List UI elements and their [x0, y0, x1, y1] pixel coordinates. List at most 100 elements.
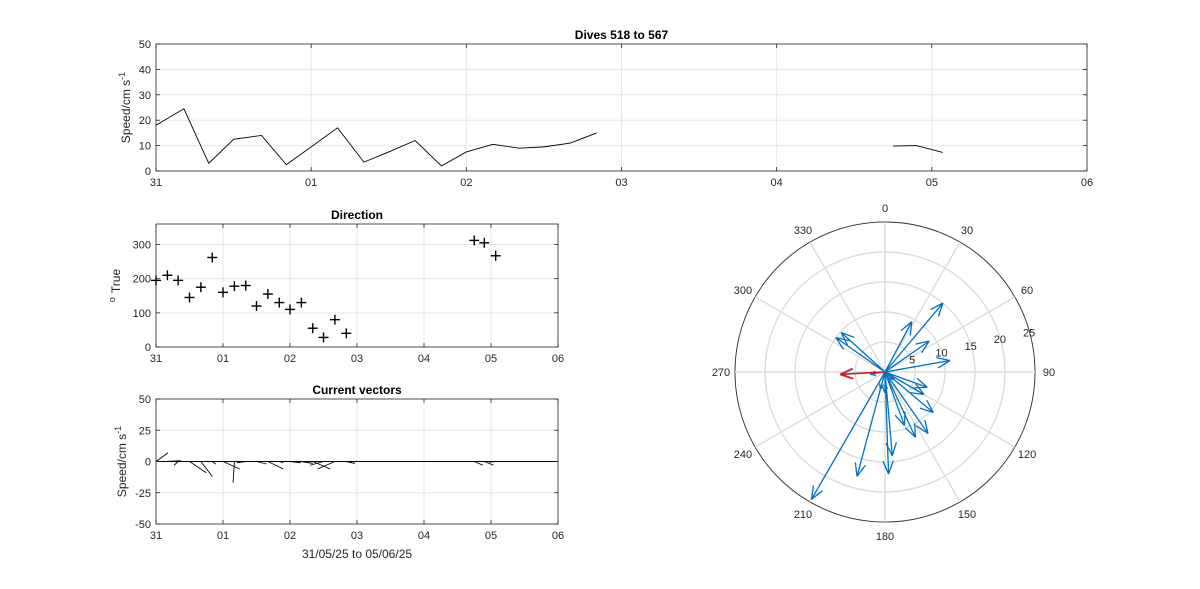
y-axis-label-sup: -1 — [117, 72, 127, 80]
compass-arrow-shaft — [884, 371, 934, 413]
compass-arrow-shaft — [840, 332, 886, 373]
compass-arrow-head — [869, 373, 877, 377]
x-tick-label: 05 — [926, 177, 938, 189]
x-tick-label: 31 — [150, 353, 162, 365]
x-tick-label: 02 — [284, 530, 296, 542]
compass-arrow-head — [915, 340, 930, 345]
compass-arrow — [884, 371, 934, 414]
chart-title: Current vectors — [312, 383, 402, 397]
compass-arrow-shaft — [884, 371, 928, 389]
x-tick-label: 06 — [552, 530, 564, 542]
compass-ring-label: 20 — [994, 334, 1006, 346]
compass-arrow-head — [919, 407, 934, 414]
current-vector — [279, 461, 284, 463]
y-tick-label: 0 — [145, 342, 151, 354]
compass-arrow-head — [914, 423, 917, 438]
current-vector — [289, 461, 301, 464]
y-tick-label: 300 — [133, 240, 151, 252]
y-tick-label: -50 — [135, 519, 151, 531]
mean-current-arrow-head — [839, 373, 854, 380]
y-tick-label: 0 — [145, 166, 151, 178]
y-axis-label-main: Speed/cm s — [119, 80, 133, 143]
compass-arrow-head — [909, 321, 913, 336]
compass-arrow-head — [810, 485, 815, 500]
current-vector — [232, 461, 235, 483]
compass-angle-label: 150 — [958, 509, 976, 521]
compass-arrow-head — [811, 490, 823, 500]
direction-point — [151, 275, 161, 286]
y-tick-label: 100 — [133, 308, 151, 320]
direction-point — [240, 280, 251, 291]
x-tick-label: 04 — [771, 177, 783, 189]
compass-arrow-head — [937, 302, 944, 317]
current-vector — [484, 461, 494, 466]
y-tick-label: 40 — [139, 64, 151, 76]
compass-arrow-head — [882, 386, 886, 394]
compass-spoke — [884, 371, 961, 503]
current-vector — [237, 461, 246, 464]
compass-angle-label: 210 — [794, 509, 812, 521]
compass-arrow-head — [916, 377, 928, 388]
compass-arrow-head — [878, 383, 881, 390]
x-tick-label: 06 — [1081, 177, 1093, 189]
direction-point — [184, 292, 195, 303]
compass-arrow-shaft — [884, 321, 913, 373]
direction-point — [490, 250, 501, 261]
x-tick-label: 31 — [150, 530, 162, 542]
mean-current-arrow — [839, 367, 886, 380]
compass-angle-label: 270 — [712, 367, 730, 379]
compass-arrow-head — [936, 356, 951, 362]
compass-arrow — [882, 372, 888, 394]
mean-current-arrow-shaft — [840, 371, 886, 376]
direction-point — [218, 287, 228, 298]
compass-arrow-head — [891, 442, 898, 456]
direction-axes: 31 01 02 03 04 05 06 0 100 200 300 Direction o True — [107, 208, 564, 365]
compass-arrow-head — [835, 337, 845, 350]
current-vector — [173, 461, 179, 466]
compass-arrow-shaft — [884, 371, 929, 434]
current-vector — [474, 461, 484, 466]
y-tick-label: 0 — [145, 457, 151, 469]
vectors-axes: 31 01 02 03 04 05 06 -50 -25 0 25 50 Current vectors… — [113, 383, 564, 561]
x-tick-label: 31 — [150, 177, 162, 189]
compass-arrow-shaft — [879, 371, 886, 390]
compass-arrow-head — [894, 414, 905, 426]
current-vector — [312, 461, 331, 470]
y-axis-label-sup: -1 — [113, 426, 123, 434]
y-axis-label-sup: o — [107, 297, 117, 302]
compass-arrow-shaft — [884, 371, 917, 438]
x-tick-label: 01 — [217, 353, 229, 365]
direction-point — [307, 323, 318, 334]
direction-point — [162, 270, 173, 281]
compass-arrow — [840, 332, 886, 373]
x-tick-label: 02 — [284, 353, 296, 365]
compass-arrow-shaft — [810, 371, 886, 500]
compass-arrow-shaft — [884, 340, 930, 373]
compass-arrow-head — [879, 384, 885, 390]
compass-angle-label: 120 — [1018, 449, 1036, 461]
compass-angle-label: 0 — [882, 203, 888, 215]
y-axis-label-main: True — [109, 269, 123, 294]
x-tick-label: 06 — [552, 353, 564, 365]
current-vector — [317, 461, 336, 470]
current-vector — [267, 461, 284, 470]
compass-arrow — [835, 336, 886, 373]
compass-angle-label: 330 — [794, 225, 812, 237]
compass-arrow-head — [930, 302, 944, 311]
current-vector — [346, 461, 356, 464]
x-tick-label: 01 — [217, 530, 229, 542]
current-vector — [222, 461, 240, 470]
x-tick-label: 05 — [485, 353, 497, 365]
compass-arrow-head — [910, 391, 925, 396]
compass-angle-label: 300 — [734, 285, 752, 297]
y-tick-label: 25 — [139, 425, 151, 437]
speed-series-line — [155, 108, 597, 167]
current-vector — [200, 461, 213, 477]
compass-arrow-head — [921, 340, 930, 354]
compass-arrow-head — [924, 419, 929, 434]
y-tick-label: -25 — [135, 488, 151, 500]
direction-point — [341, 328, 352, 339]
compass-arrow-head — [854, 462, 858, 477]
compass-arrow — [884, 371, 928, 389]
